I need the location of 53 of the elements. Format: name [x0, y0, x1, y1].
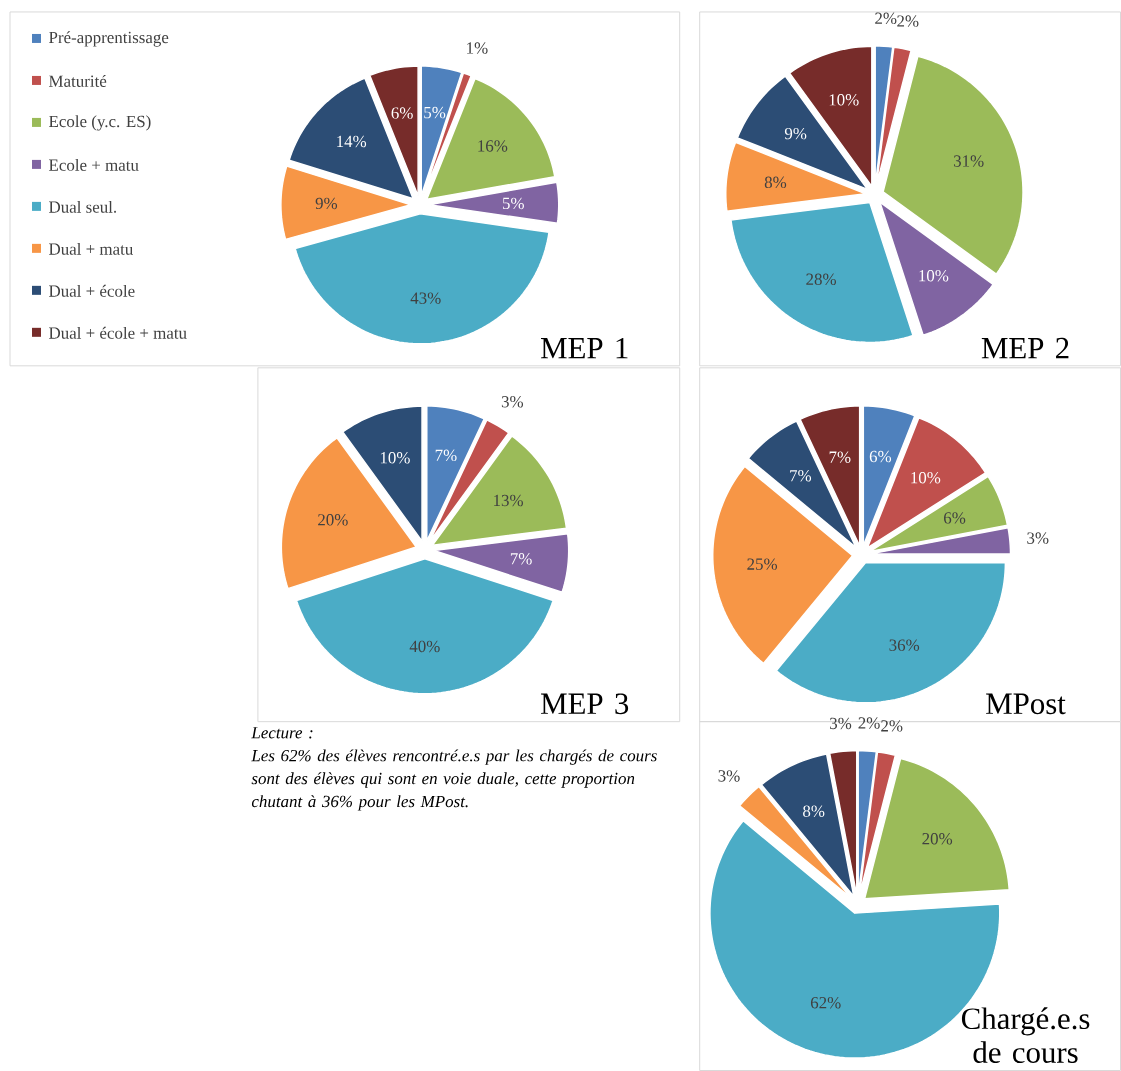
- data-label: 10%: [911, 471, 941, 484]
- data-label: 10%: [919, 270, 949, 282]
- legend-label: Dual seul.: [48, 200, 117, 213]
- data-label: 6%: [944, 512, 966, 524]
- data-label: 2%: [875, 12, 897, 25]
- data-label: 2%: [881, 720, 903, 732]
- data-label: 16%: [478, 140, 508, 152]
- data-label: 14%: [337, 135, 367, 148]
- data-label: 3%: [501, 396, 524, 408]
- data-label: 31%: [953, 155, 984, 167]
- data-label: 1%: [467, 42, 488, 54]
- data-label: 3%: [830, 717, 852, 730]
- data-label: 7%: [790, 470, 812, 482]
- data-label: 9%: [784, 127, 807, 140]
- data-label: 9%: [315, 197, 338, 210]
- data-label: 8%: [764, 176, 787, 189]
- data-label: 7%: [435, 449, 457, 462]
- data-label: 62%: [810, 996, 841, 1009]
- text: MEP 3: [541, 693, 629, 715]
- legend-label: Ecole + matu: [48, 158, 139, 171]
- legend-label: Dual + matu: [48, 242, 133, 255]
- text: Chargé.e.s de cours: [961, 1007, 1090, 1063]
- data-label: 20%: [318, 514, 348, 526]
- legend-label: Maturité: [48, 74, 107, 87]
- legend-label: Dual + école: [48, 284, 135, 297]
- text: MEP 1: [541, 337, 628, 359]
- data-label: 25%: [747, 558, 778, 570]
- data-label: 8%: [803, 805, 825, 817]
- data-label: 10%: [380, 452, 410, 464]
- data-label: 2%: [897, 15, 919, 27]
- data-label: 43%: [410, 292, 441, 304]
- data-label: 36%: [889, 639, 920, 651]
- data-label: 40%: [409, 640, 440, 653]
- legend-label: Dual + école + matu: [48, 326, 187, 339]
- data-label: 2%: [858, 717, 880, 729]
- data-label: 5%: [424, 106, 446, 119]
- data-label: 3%: [1027, 532, 1049, 544]
- data-label: 13%: [494, 494, 523, 507]
- text: Les 62% des élèves rencontré.e.s par les chargés de cours sont des élèves qui sont en voie duale, cette proportion chutant à 36% pour les MPost.: [251, 749, 657, 811]
- text: MEP 2: [981, 337, 1069, 359]
- data-label: 10%: [829, 94, 859, 106]
- legend-label: Pré-apprentissage: [48, 31, 169, 47]
- data-label: 6%: [869, 450, 892, 463]
- data-label: 28%: [806, 273, 836, 286]
- data-label: 7%: [829, 451, 851, 463]
- data-label: 3%: [718, 770, 740, 782]
- legend-label: Ecole (y.c. ES): [48, 115, 151, 131]
- text: Lecture :: [251, 727, 313, 739]
- data-label: 20%: [922, 833, 953, 845]
- data-label: 5%: [502, 197, 524, 210]
- data-label: 7%: [510, 553, 532, 565]
- data-label: 6%: [391, 107, 413, 119]
- text: MPost: [986, 693, 1066, 715]
